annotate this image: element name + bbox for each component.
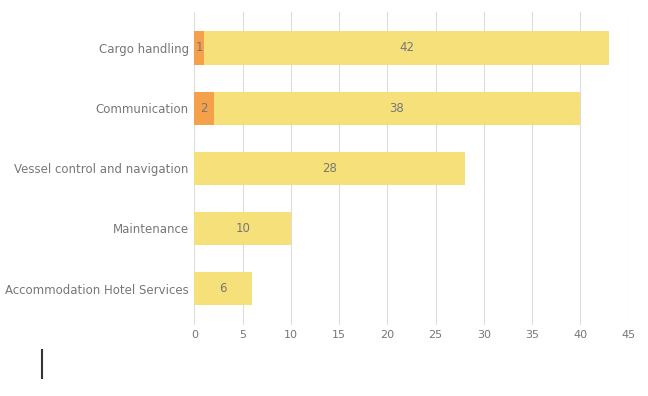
Bar <box>204 31 609 65</box>
Bar <box>194 91 214 125</box>
Text: 2: 2 <box>200 102 208 114</box>
Text: 6: 6 <box>220 282 227 295</box>
Text: 38: 38 <box>389 102 404 114</box>
Text: 28: 28 <box>322 162 337 175</box>
Bar <box>194 152 465 185</box>
Bar <box>194 272 252 305</box>
Text: 42: 42 <box>399 42 414 55</box>
Bar <box>194 212 291 245</box>
Text: 1: 1 <box>196 42 203 55</box>
Bar <box>214 91 581 125</box>
Bar <box>194 31 204 65</box>
Text: 10: 10 <box>235 222 250 235</box>
